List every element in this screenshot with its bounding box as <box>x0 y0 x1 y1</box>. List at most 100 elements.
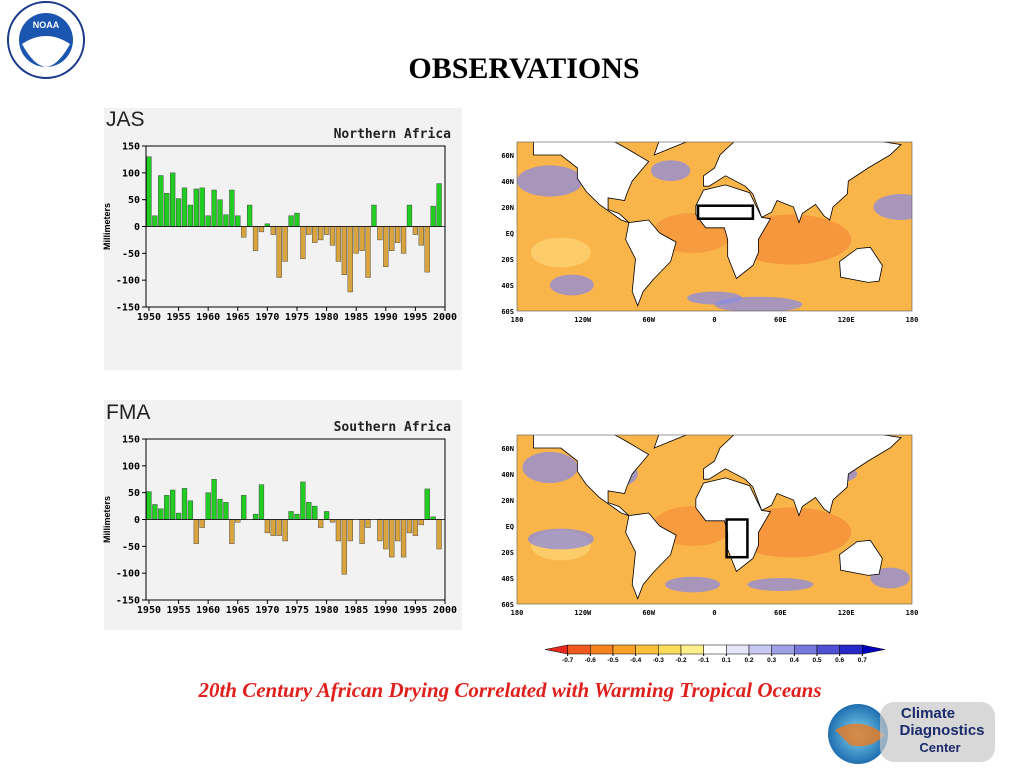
continent <box>703 142 902 224</box>
bar <box>318 226 324 241</box>
chart-title: Northern Africa <box>334 127 452 142</box>
bar <box>146 156 152 227</box>
colorbar-arrow <box>862 644 886 655</box>
cool-patch <box>522 451 578 484</box>
lat-label: 40N <box>501 471 514 479</box>
season-label: FMA <box>106 401 150 424</box>
lat-label: EQ <box>506 230 514 238</box>
bar <box>205 492 211 520</box>
continent <box>695 477 772 573</box>
bar <box>312 226 318 243</box>
colorbar-segment <box>839 644 863 655</box>
bar <box>175 198 182 227</box>
x-tick-label: 2000 <box>433 605 457 616</box>
cdc-text: Center <box>919 740 960 755</box>
colorbar-label: -0.1 <box>698 657 710 664</box>
y-tick-label: -150 <box>116 303 140 314</box>
lat-label: 60N <box>501 152 514 160</box>
bar <box>158 508 164 520</box>
cool-patch <box>650 160 691 182</box>
colorbar-segment <box>680 644 704 655</box>
bar <box>424 488 430 520</box>
sst-map <box>517 142 912 311</box>
x-tick-label: 1980 <box>315 605 339 616</box>
lon-label: 0 <box>712 609 716 617</box>
bar <box>276 226 282 278</box>
bar <box>341 519 347 575</box>
lon-label: 180 <box>906 609 919 617</box>
bar <box>329 519 336 523</box>
bar <box>294 212 300 227</box>
bar <box>424 226 430 273</box>
colorbar-segment <box>703 644 727 655</box>
cdc-logo: Climate Diagnostics Center <box>828 702 995 764</box>
colorbar-label: -0.6 <box>585 657 597 664</box>
lon-label: 180 <box>906 316 919 324</box>
lon-label: 120W <box>574 316 592 324</box>
bar <box>211 189 217 227</box>
y-axis-label: Millimeters <box>102 203 112 250</box>
bar <box>217 498 223 520</box>
bar <box>312 505 318 520</box>
bar <box>335 226 342 262</box>
continent <box>625 219 677 307</box>
lon-label: 120E <box>838 316 855 324</box>
bar <box>282 519 288 542</box>
x-tick-label: 1990 <box>374 605 398 616</box>
bar <box>365 519 371 528</box>
bar <box>347 226 353 293</box>
bar <box>258 226 265 233</box>
lat-label: 60S <box>501 601 514 609</box>
colorbar-label: -0.4 <box>630 657 642 664</box>
bar <box>306 502 312 520</box>
bar <box>412 519 419 536</box>
colorbar-label: 0.4 <box>790 657 799 664</box>
noaa-text: NOAA <box>33 20 60 30</box>
bar <box>430 516 436 520</box>
bar <box>193 519 199 544</box>
colorbar-segment <box>748 644 772 655</box>
bar <box>365 226 371 278</box>
panel-bg <box>104 400 462 630</box>
colorbar-segment <box>658 644 682 655</box>
lon-label: 60E <box>774 609 787 617</box>
bar <box>235 519 241 523</box>
bar <box>258 484 265 520</box>
y-tick-label: 150 <box>122 435 140 446</box>
bar <box>288 511 294 520</box>
bar <box>223 502 229 520</box>
bar <box>371 204 377 227</box>
colorbar-segment <box>816 644 840 655</box>
bar <box>152 504 158 520</box>
sst-map <box>517 435 912 604</box>
lat-label: 40N <box>501 178 514 186</box>
continent <box>839 539 883 576</box>
bar <box>164 495 170 520</box>
bar <box>229 519 235 544</box>
bar <box>270 519 276 536</box>
x-tick-label: 1970 <box>255 312 279 323</box>
lon-label: 180 <box>511 316 524 324</box>
colorbar-segment <box>726 644 750 655</box>
y-tick-label: -50 <box>122 249 140 260</box>
bar <box>400 226 407 254</box>
bar <box>341 226 347 275</box>
bar <box>406 204 413 227</box>
y-tick-label: 100 <box>122 168 140 179</box>
lon-label: 60W <box>642 316 655 324</box>
y-tick-label: -50 <box>122 542 140 553</box>
colorbar-segment <box>612 644 636 655</box>
bar <box>252 513 259 520</box>
bar <box>187 500 194 520</box>
x-tick-label: 1995 <box>403 312 427 323</box>
bar <box>264 223 271 227</box>
bar <box>323 511 330 520</box>
bar <box>329 226 336 246</box>
bar <box>377 226 383 241</box>
bar <box>300 226 306 259</box>
bar <box>170 172 176 227</box>
y-tick-label: 100 <box>122 461 140 472</box>
colorbar-segment <box>635 644 659 655</box>
x-tick-label: 1985 <box>344 605 368 616</box>
bar <box>383 226 389 267</box>
